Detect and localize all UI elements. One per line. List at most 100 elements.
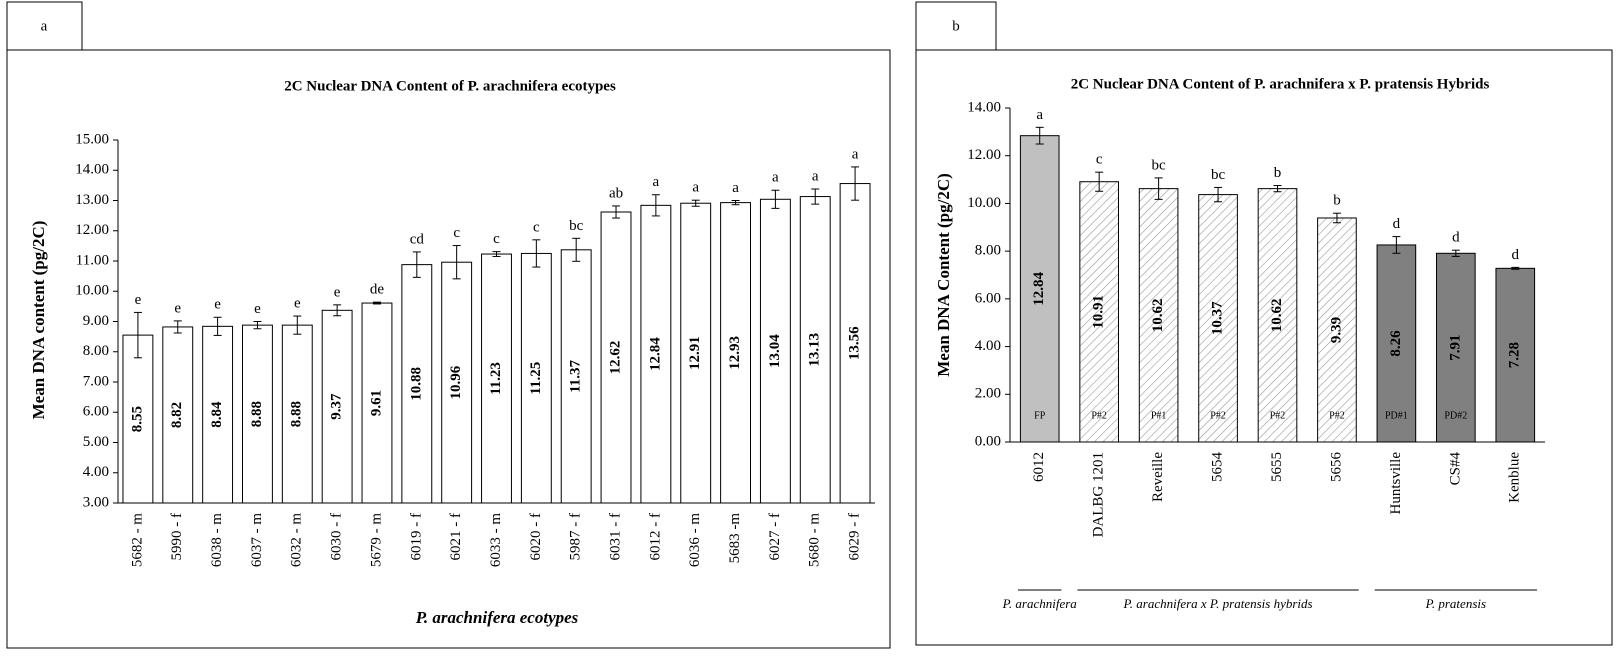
y-tick-label: 6.00 <box>83 404 109 420</box>
x-tick-label: Kenblue <box>1507 452 1523 503</box>
x-tick-label: 6020 - f <box>528 513 544 561</box>
data-label: 8.26 <box>1388 330 1404 357</box>
significance-letter: e <box>334 284 341 300</box>
bar <box>321 309 353 504</box>
x-tick-label: 6019 - f <box>408 513 424 561</box>
bar <box>839 183 871 504</box>
y-tick-label: 10.00 <box>967 195 1001 211</box>
bar-inner-label: P#2 <box>1210 410 1226 421</box>
panel-tab <box>6 1 83 51</box>
x-tick-label: Reveille <box>1150 452 1166 502</box>
x-tick-label: 6012 - f <box>647 513 663 561</box>
x-tick-label: 5656 <box>1328 452 1344 483</box>
bar <box>1138 188 1179 443</box>
y-axis-label: Mean DNA Content (pg/2C) <box>934 173 953 377</box>
x-tick-label: 5680 - m <box>807 513 823 567</box>
data-label: 13.13 <box>807 333 823 367</box>
x-tick-label: 6021 - f <box>448 513 464 561</box>
bar-inner-label: PD#1 <box>1385 410 1408 421</box>
significance-letter: cd <box>410 231 425 247</box>
data-label: 12.62 <box>607 341 623 375</box>
chart-title: 2C Nuclear DNA Content of P. arachnifera… <box>284 78 616 94</box>
significance-letter: c <box>1096 152 1103 168</box>
x-tick-label: 5683 -m <box>727 513 743 564</box>
group-label: P. pratensis <box>1425 596 1486 611</box>
bar <box>1436 252 1476 443</box>
bar <box>1079 181 1119 443</box>
y-tick-label: 8.00 <box>83 343 109 359</box>
group-label: P. arachnifera <box>1002 596 1078 611</box>
x-tick-label: 6032 - m <box>289 513 305 567</box>
y-tick-label: 2.00 <box>975 386 1001 402</box>
bar <box>281 324 313 504</box>
y-tick-label: 9.00 <box>83 313 109 329</box>
x-tick-label: 5654 <box>1209 452 1225 483</box>
bar <box>1198 194 1238 443</box>
significance-letter: a <box>692 180 699 196</box>
significance-letter: e <box>174 300 181 316</box>
data-label: 10.62 <box>1269 298 1285 332</box>
significance-letter: b <box>1333 193 1341 209</box>
data-label: 12.91 <box>687 336 703 370</box>
y-tick-label: 12.00 <box>967 147 1001 163</box>
x-tick-label: 5655 <box>1269 452 1285 482</box>
x-tick-label: 6027 - f <box>767 513 783 561</box>
data-label: 7.91 <box>1447 335 1463 361</box>
bar <box>680 202 712 504</box>
bar-inner-label: PD#2 <box>1444 410 1467 421</box>
bar <box>600 211 632 504</box>
x-tick-label: 5990 - f <box>169 513 185 561</box>
y-tick-label: 4.00 <box>975 338 1001 354</box>
significance-letter: e <box>294 295 301 311</box>
y-tick-label: 12.00 <box>75 222 109 238</box>
y-tick-label: 6.00 <box>975 290 1001 306</box>
bar <box>202 325 234 504</box>
x-tick-label: 6038 - m <box>209 513 225 567</box>
significance-letter: a <box>852 146 859 162</box>
data-label: 10.62 <box>1150 298 1166 332</box>
data-label: 11.37 <box>568 359 584 392</box>
bar <box>242 324 273 504</box>
data-label: 10.88 <box>408 367 424 401</box>
bar <box>162 326 194 504</box>
significance-letter: e <box>214 297 221 313</box>
bar-inner-label: P#2 <box>1329 410 1345 421</box>
y-tick-label: 10.00 <box>75 283 109 299</box>
significance-letter: ab <box>609 185 623 201</box>
significance-letter: d <box>1393 216 1401 232</box>
data-label: 11.23 <box>488 362 504 395</box>
x-tick-label: 6033 - m <box>488 513 504 567</box>
bar <box>361 302 393 504</box>
y-tick-label: 14.00 <box>967 99 1001 115</box>
bar <box>1495 267 1536 443</box>
x-tick-label: 6030 - f <box>329 513 345 561</box>
x-tick-label: 5987 - f <box>568 513 584 561</box>
significance-letter: a <box>1036 107 1043 123</box>
y-tick-label: 4.00 <box>83 464 109 480</box>
x-tick-label: 5679 - m <box>368 513 384 567</box>
significance-letter: de <box>370 282 385 298</box>
data-label: 12.84 <box>1031 271 1047 305</box>
panel-label: a <box>41 18 48 34</box>
x-tick-label: 6029 - f <box>847 513 863 561</box>
significance-letter: bc <box>1152 157 1167 173</box>
significance-letter: e <box>135 292 142 308</box>
group-label: P. arachnifera x P. pratensis hybrids <box>1123 596 1313 611</box>
data-label: 8.84 <box>209 401 225 428</box>
bar-inner-label: P#2 <box>1091 410 1107 421</box>
data-label: 7.28 <box>1507 342 1523 368</box>
bar <box>560 249 592 504</box>
significance-letter: c <box>453 225 460 241</box>
significance-letter: d <box>1512 247 1520 263</box>
data-label: 13.04 <box>767 334 783 368</box>
x-tick-label: DALBG 1201 <box>1091 452 1107 537</box>
bar <box>759 198 791 504</box>
bar <box>1317 217 1357 443</box>
data-label: 8.82 <box>169 402 185 428</box>
y-tick-label: 8.00 <box>975 243 1001 259</box>
data-label: 8.88 <box>289 401 305 427</box>
x-tick-label: CS#4 <box>1447 452 1463 486</box>
data-label: 9.61 <box>368 390 384 416</box>
significance-letter: d <box>1452 230 1460 246</box>
y-tick-label: 13.00 <box>75 192 109 208</box>
